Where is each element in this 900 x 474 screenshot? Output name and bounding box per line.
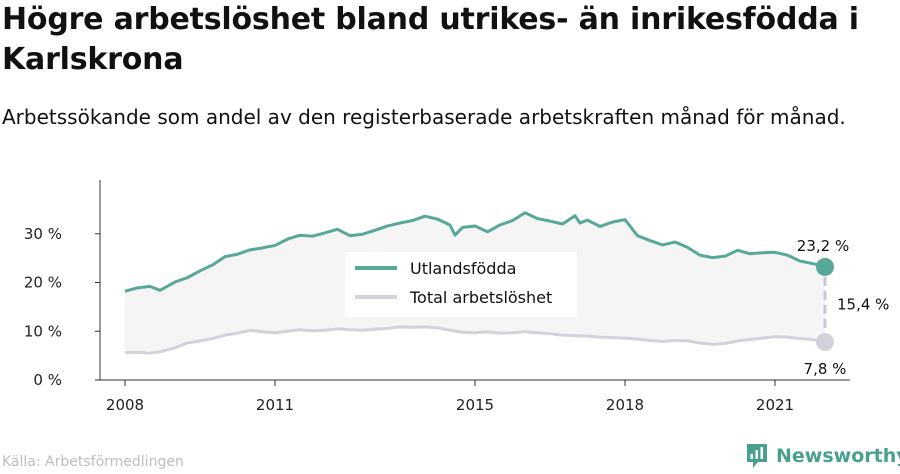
chart-subtitle: Arbetssökande som andel av den registerb… bbox=[2, 105, 846, 129]
y-tick-label: 20 % bbox=[24, 274, 62, 292]
newsworthy-logo-icon bbox=[747, 444, 767, 468]
x-tick-label: 2021 bbox=[756, 396, 794, 414]
brand-name: Newsworthy bbox=[776, 445, 900, 467]
legend-box bbox=[345, 252, 577, 317]
source-note: Källa: Arbetsförmedlingen bbox=[2, 454, 184, 470]
chart-title: Högre arbetslöshet bland utrikes- än inr… bbox=[2, 2, 859, 77]
end-label-total: 7,8 % bbox=[804, 360, 847, 378]
y-tick-label: 0 % bbox=[33, 371, 62, 389]
series-line-total bbox=[124, 325, 826, 355]
legend-label-utlandsfodda: Utlandsfödda bbox=[410, 259, 516, 278]
brand-logo: Newsworthy bbox=[746, 443, 900, 469]
end-label-utlandsfodda: 23,2 % bbox=[797, 237, 849, 255]
end-point-total bbox=[816, 332, 834, 351]
end-point-utlandsfodda bbox=[816, 257, 834, 276]
x-tick-label: 2018 bbox=[606, 396, 644, 414]
legend-label-total: Total arbetslöshet bbox=[409, 288, 552, 307]
gap-label: 15,4 % bbox=[837, 295, 889, 313]
y-tick-label: 10 % bbox=[24, 322, 62, 340]
x-tick-label: 2008 bbox=[106, 396, 144, 414]
x-tick-label: 2011 bbox=[256, 396, 294, 414]
series-line-utlandsfodda bbox=[124, 211, 826, 293]
x-tick-label: 2015 bbox=[456, 396, 494, 414]
y-tick-label: 30 % bbox=[24, 225, 62, 243]
